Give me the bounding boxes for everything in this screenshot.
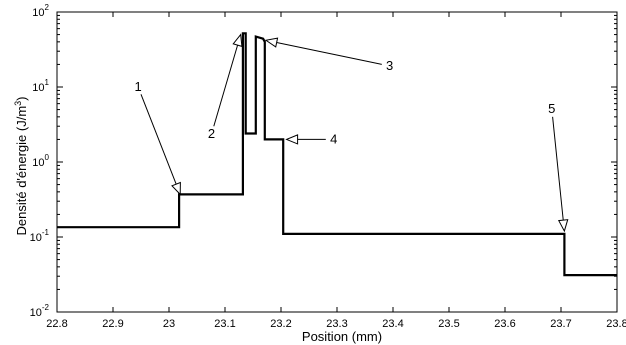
annotation-arrow-head: [232, 33, 243, 48]
annotation-label: 4: [330, 131, 337, 146]
y-tick-label: 10-1: [30, 228, 50, 244]
x-tick-label: 23.7: [550, 318, 571, 330]
y-axis-ticks: 10-2 10-1 100 101 102: [30, 3, 617, 319]
x-tick-label: 23: [163, 318, 175, 330]
annotation-label: 1: [134, 79, 141, 94]
x-tick-label: 23.2: [270, 318, 291, 330]
annotations: 1 2 3 4 5: [134, 33, 569, 233]
y-tick-label: 100: [32, 153, 49, 169]
annotation-arrow-head: [264, 37, 279, 48]
x-axis-ticks: 22.8 22.9 23 23.1 23.2 23.3 23.4 23.5 23.6 23.7 23…: [46, 12, 626, 330]
x-tick-label: 22.9: [102, 318, 123, 330]
y-axis-label-main: Densité d'énergie (J/m: [14, 106, 29, 236]
y-tick-label: 101: [32, 78, 49, 94]
x-tick-label: 23.6: [494, 318, 515, 330]
series-line: [57, 32, 617, 277]
series-group: [57, 32, 617, 277]
y-axis-label-superscript: 3: [13, 101, 23, 106]
annotation-label: 2: [208, 126, 215, 141]
annotation-label: 3: [386, 58, 393, 73]
annotation-arrow-shaft: [140, 94, 177, 185]
x-axis-label: Position (mm): [302, 329, 382, 344]
annotation-label: 5: [548, 101, 555, 116]
x-tick-label: 23.4: [382, 318, 403, 330]
x-tick-label: 23.8: [606, 318, 626, 330]
x-tick-label: 22.8: [46, 318, 67, 330]
plot-area: [56, 11, 618, 313]
x-tick-label: 23.1: [214, 318, 235, 330]
y-tick-label: 10-2: [30, 303, 50, 319]
annotation-arrow-shaft: [552, 116, 564, 221]
x-tick-label: 23.5: [438, 318, 459, 330]
annotation-arrow-shaft: [276, 42, 382, 65]
annotation-arrow-head: [285, 134, 299, 145]
annotation-arrow-head: [557, 219, 569, 233]
y-axis-label: Densité d'énergie (J/m3): [13, 96, 29, 235]
y-tick-label: 102: [32, 3, 49, 19]
annotation-arrow-shaft: [213, 44, 239, 127]
x-tick-label: 23.3: [326, 318, 347, 330]
y-axis-label-close: ): [14, 96, 29, 100]
annotation-arrow-head: [171, 181, 181, 196]
plot-frame: [56, 11, 618, 313]
